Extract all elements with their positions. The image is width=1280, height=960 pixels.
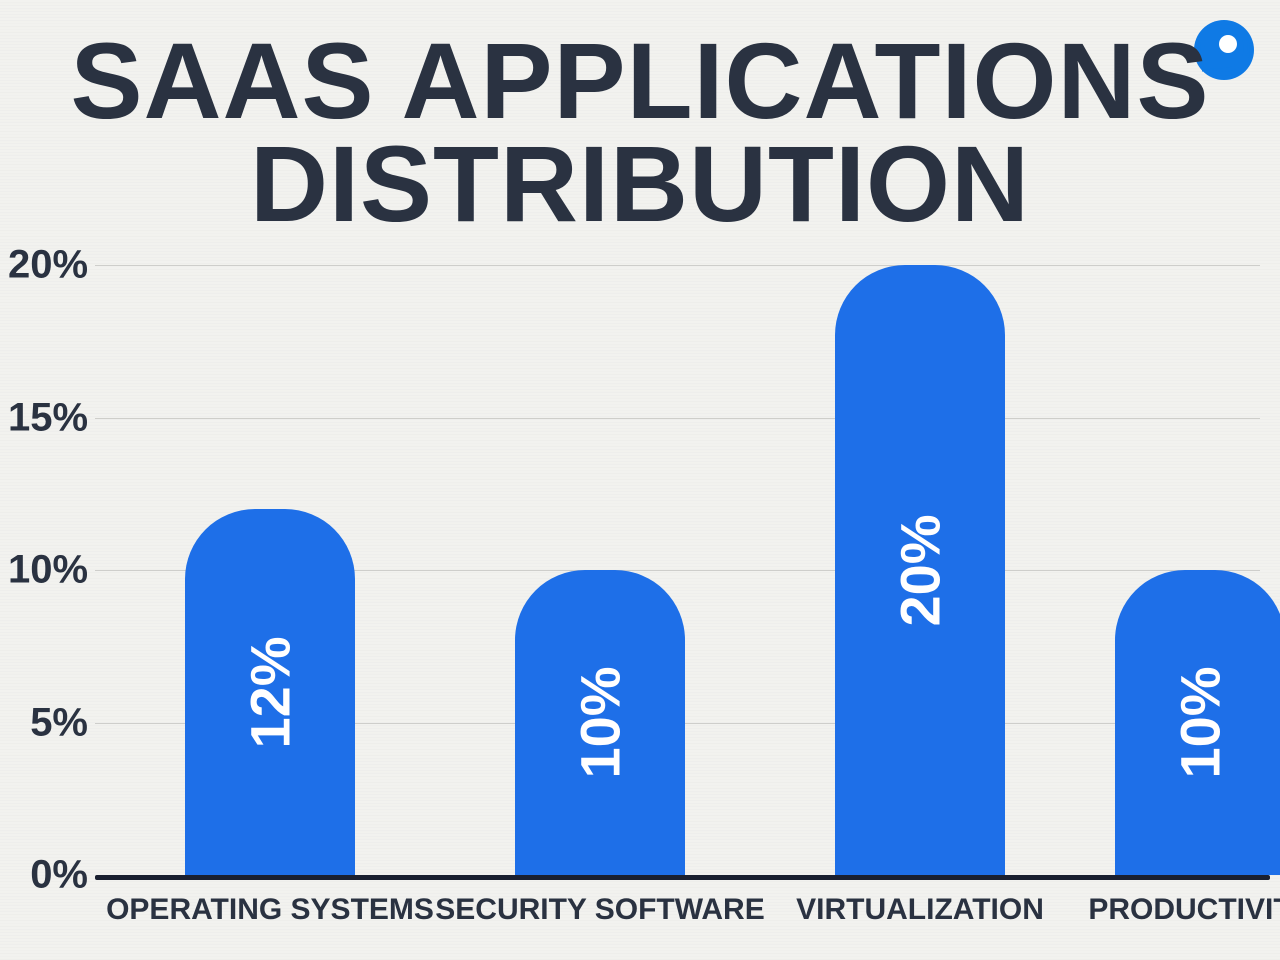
y-tick-label: 10% <box>8 548 88 593</box>
chart-title: SAAS APPLICATIONS DISTRIBUTION <box>0 30 1280 235</box>
x-tick-label: OPERATING SYSTEMS <box>106 893 434 927</box>
bar: 12% <box>185 509 355 875</box>
title-line-2: DISTRIBUTION <box>250 123 1030 244</box>
bar-value-label: 12% <box>238 636 303 748</box>
y-tick-label: 20% <box>8 243 88 288</box>
y-tick-label: 5% <box>8 700 88 745</box>
bar: 20% <box>835 265 1005 875</box>
x-tick-label: VIRTUALIZATION <box>796 893 1044 927</box>
bar-value-label: 10% <box>568 666 633 778</box>
bar: 10% <box>515 570 685 875</box>
chart-baseline <box>95 875 1270 880</box>
x-tick-label: SECURITY SOFTWARE <box>435 893 764 927</box>
y-tick-label: 15% <box>8 395 88 440</box>
bar: 10% <box>1115 570 1280 875</box>
bar-value-label: 10% <box>1168 666 1233 778</box>
gridline <box>95 418 1260 419</box>
gridline <box>95 265 1260 266</box>
y-tick-label: 0% <box>8 853 88 898</box>
bar-value-label: 20% <box>888 514 953 626</box>
x-tick-label: PRODUCTIVITY <box>1088 893 1280 927</box>
